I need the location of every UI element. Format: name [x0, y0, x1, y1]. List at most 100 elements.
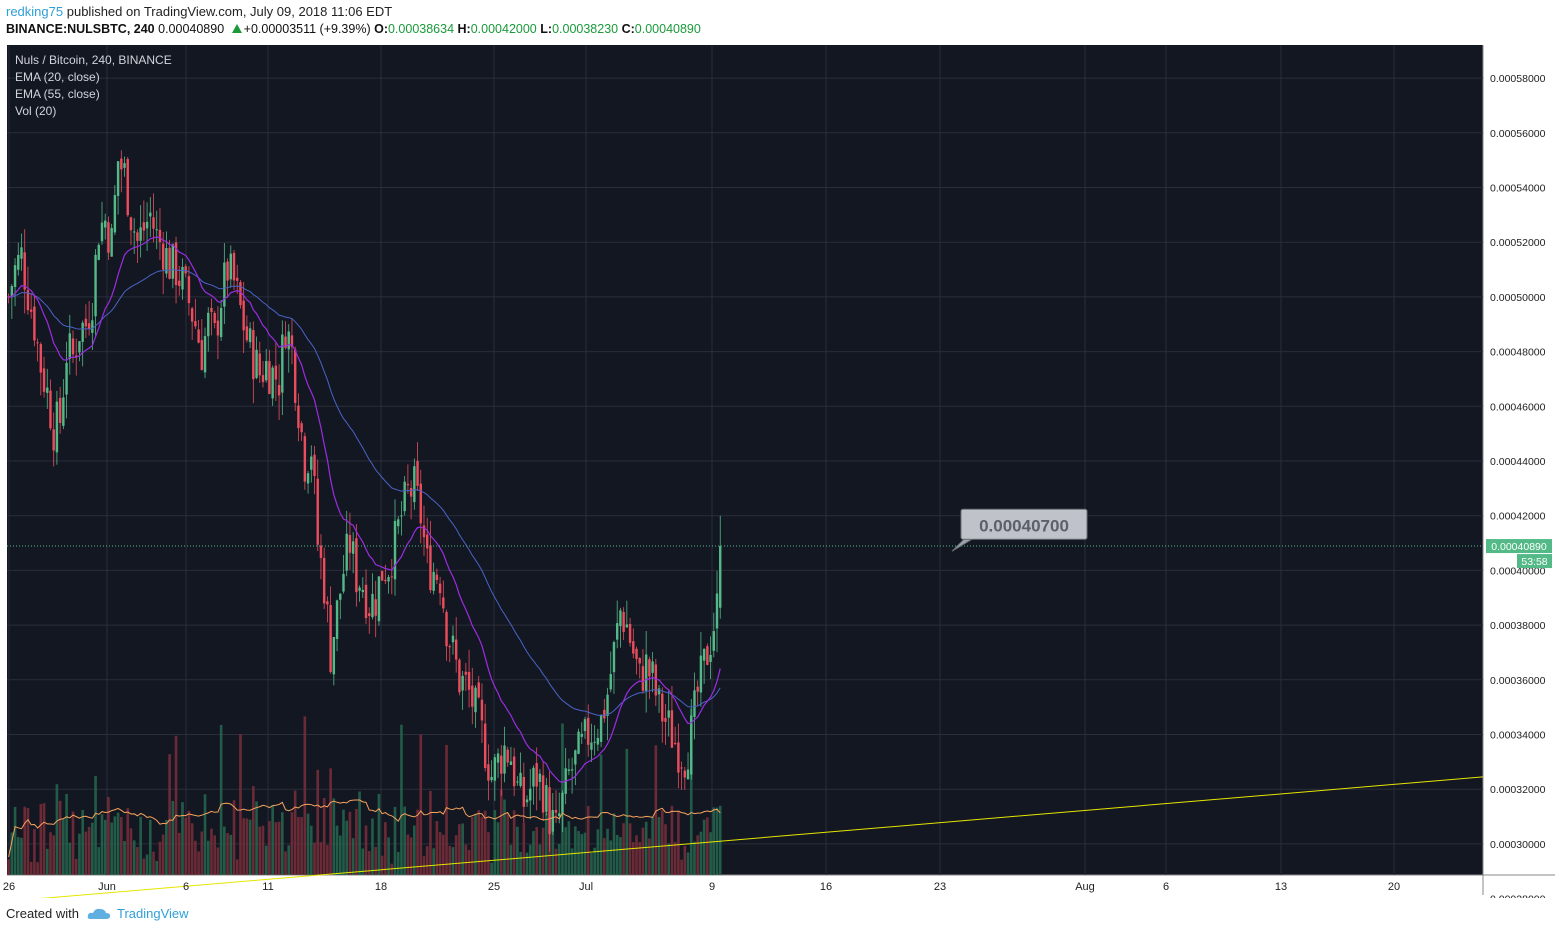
candle-body — [496, 753, 500, 763]
candle-body — [512, 756, 516, 787]
candle-body — [342, 573, 345, 592]
candle-body — [62, 397, 65, 426]
candle-body — [644, 654, 648, 691]
volume-bar — [142, 858, 146, 875]
volume-bar — [641, 827, 645, 875]
volume-bar — [29, 861, 33, 875]
candle-body — [226, 261, 229, 281]
volume-bar — [58, 800, 62, 875]
volume-bar — [252, 786, 255, 875]
volume-bar — [593, 847, 596, 875]
candle-body — [709, 654, 712, 662]
tradingview-link[interactable]: TradingView — [116, 906, 189, 921]
candle-body — [702, 648, 706, 661]
candle-body — [648, 659, 651, 677]
candle-body — [65, 362, 68, 395]
volume-bar — [583, 832, 587, 875]
candle-body — [174, 242, 178, 286]
volume-bar — [52, 835, 55, 875]
candle-body — [168, 247, 171, 279]
publish-info: redking75 published on TradingView.com, … — [6, 4, 392, 19]
volume-bar — [345, 820, 349, 875]
candle-body — [239, 282, 242, 306]
y-tick-label: 0.00036000 — [1490, 675, 1546, 687]
candle-body — [548, 787, 551, 835]
volume-bar — [615, 834, 619, 875]
volume-bar — [706, 817, 709, 875]
volume-bar — [387, 837, 390, 875]
price-callout[interactable] — [960, 508, 1088, 540]
legend-vol[interactable]: Vol (20) — [15, 104, 56, 118]
candle-body — [152, 217, 155, 229]
candle-body — [632, 641, 635, 654]
candle-body — [503, 745, 506, 774]
volume-bar — [541, 827, 545, 875]
volume-bar — [538, 844, 542, 875]
open-label: O: — [374, 22, 388, 36]
volume-bar — [316, 769, 320, 875]
legend-ema55[interactable]: EMA (55, close) — [15, 87, 100, 101]
volume-bar — [152, 851, 155, 875]
candle-body — [52, 429, 55, 451]
volume-bar — [284, 851, 287, 875]
candle-body — [116, 161, 120, 197]
candle-body — [332, 636, 336, 675]
trendline[interactable] — [7, 776, 1484, 898]
candle-body — [351, 541, 355, 554]
volume-bar — [625, 748, 629, 875]
volume-bar — [673, 842, 677, 875]
volume-bar — [277, 821, 281, 875]
close-label: C: — [621, 22, 635, 36]
volume-bar — [483, 810, 487, 875]
candle-body — [596, 737, 600, 745]
ohlc-bar: BINANCE:NULSBTC, 240 0.00040890 +0.00003… — [6, 22, 701, 36]
time-axis[interactable] — [7, 875, 1483, 895]
candle-body — [403, 481, 406, 512]
candle-body — [587, 717, 590, 745]
volume-bar — [232, 800, 236, 875]
volume-bar — [371, 818, 374, 875]
volume-bar — [81, 809, 84, 875]
volume-bar — [303, 716, 307, 875]
candle-body — [104, 220, 107, 228]
volume-bar — [660, 810, 664, 875]
candle-body — [545, 785, 548, 812]
candle-body — [615, 623, 619, 640]
legend-ema20[interactable]: EMA (20, close) — [15, 70, 100, 84]
price-chart[interactable]: 0.00040700 0.00058000 0.00056000 0.0005400… — [0, 42, 1560, 898]
volume-bar — [528, 844, 532, 875]
candle-body — [258, 353, 261, 376]
candle-body — [657, 688, 661, 695]
volume-bar — [702, 819, 706, 875]
volume-bar — [709, 832, 712, 875]
candle-body — [438, 583, 442, 594]
candle-body — [165, 248, 168, 274]
volume-bar — [335, 825, 339, 875]
candle-body — [490, 776, 493, 781]
volume-bar — [545, 812, 548, 875]
volume-bar — [374, 846, 377, 875]
candle-body — [477, 682, 480, 698]
x-tick-label: Aug — [1075, 881, 1095, 893]
candle-body — [464, 671, 468, 675]
volume-bar — [74, 858, 78, 875]
volume-bar — [693, 841, 696, 875]
volume-bar — [586, 806, 590, 875]
candle-body — [525, 799, 529, 803]
candle-body — [422, 525, 426, 538]
candle-body — [145, 221, 149, 229]
price-axis[interactable] — [1483, 45, 1555, 875]
candle-body — [625, 624, 629, 628]
volume-bar — [442, 834, 445, 875]
candle-body — [313, 454, 316, 476]
candle-body — [377, 576, 381, 622]
volume-bar — [187, 810, 191, 875]
candle-body — [612, 642, 616, 673]
volume-bar — [680, 859, 683, 875]
author-link[interactable]: redking75 — [6, 4, 64, 19]
volume-bar — [229, 834, 233, 875]
candle-body — [36, 342, 39, 344]
plot-area[interactable] — [7, 45, 1483, 875]
candle-body — [500, 755, 503, 774]
volume-bar — [116, 812, 120, 875]
